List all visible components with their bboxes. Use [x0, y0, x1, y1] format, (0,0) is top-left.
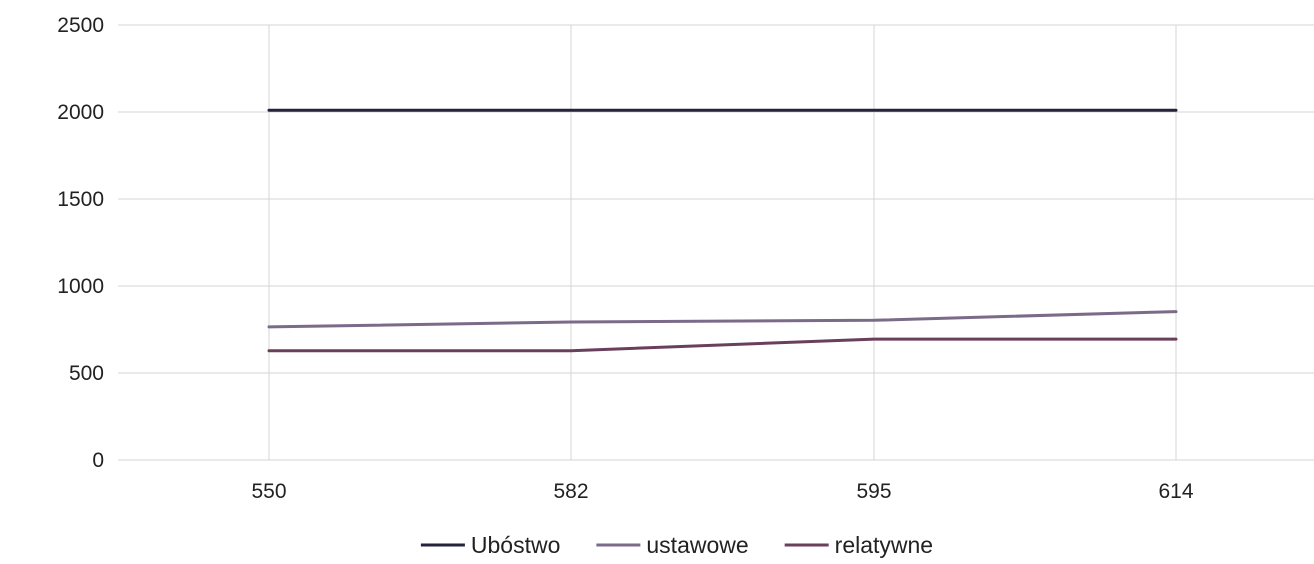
y-tick-label: 1000 [57, 275, 104, 298]
vertical-gridlines [268, 25, 1177, 460]
series-line-1 [267, 310, 1178, 329]
x-tick-label: 595 [856, 480, 891, 503]
x-axis-tick-labels: 550 582 595 614 [251, 480, 1193, 503]
legend-label: ustawowe [646, 532, 748, 558]
legend-item: ustawowe [596, 532, 749, 558]
y-tick-label: 2000 [57, 101, 104, 124]
y-axis-tick-labels: 0 500 1000 1500 2000 2500 [57, 14, 104, 472]
legend-label: Ubóstwo [471, 532, 560, 558]
x-tick-label: 614 [1158, 480, 1193, 503]
legend-item: relatywne [784, 532, 933, 558]
legend-label: relatywne [835, 532, 933, 558]
legend-item: Ubóstwo [420, 532, 560, 558]
x-tick-label: 582 [553, 480, 588, 503]
y-tick-label: 2500 [57, 14, 104, 37]
series-line-2 [267, 337, 1178, 353]
series-lines [267, 108, 1178, 353]
x-tick-label: 550 [251, 480, 286, 503]
y-tick-label: 1500 [57, 188, 104, 211]
legend: Ubóstwo ustawowe relatywne [420, 532, 933, 558]
y-tick-label: 500 [69, 362, 104, 385]
y-tick-label: 0 [92, 449, 104, 472]
horizontal-gridlines [118, 24, 1314, 461]
